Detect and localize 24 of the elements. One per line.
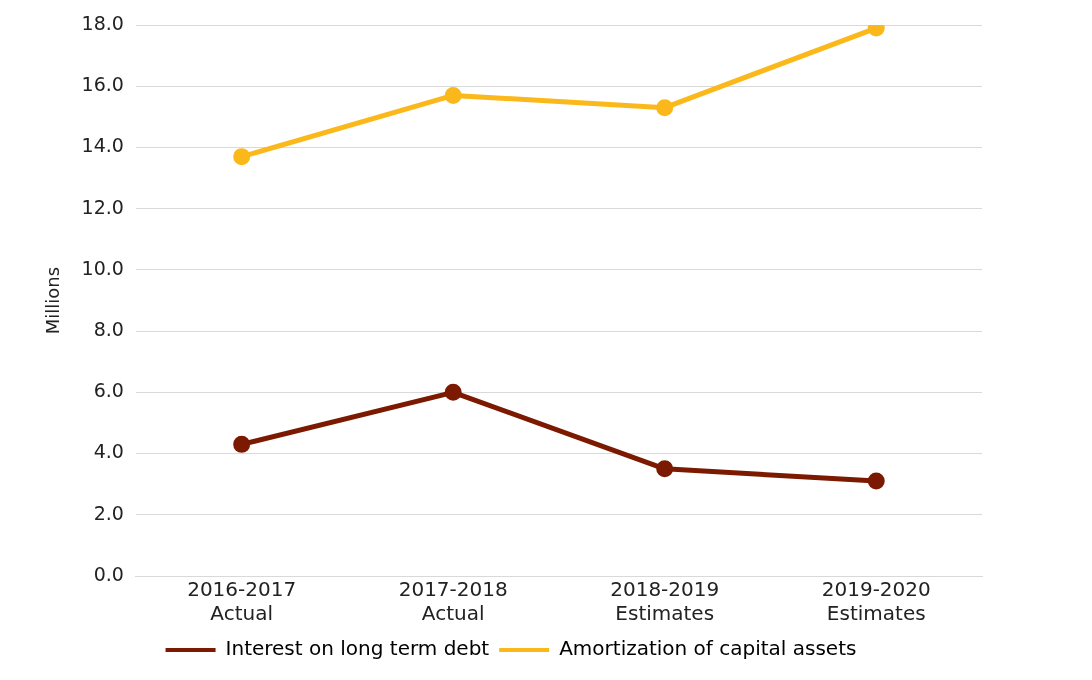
x-tick-label: 2019-2020 Estimates	[821, 577, 931, 626]
point	[444, 383, 462, 401]
y-tick-label: 14.0	[81, 134, 124, 157]
point	[656, 99, 674, 117]
y-tick-label: 6.0	[93, 379, 124, 402]
y-tick-label: 4.0	[93, 440, 124, 463]
point	[233, 435, 251, 453]
y-tick-label: 16.0	[81, 73, 124, 96]
x-tick-label: 2017-2018 Actual	[398, 577, 508, 626]
legend-label: Interest on long term debt	[225, 636, 490, 661]
legend-label: Amortization of capital assets	[559, 636, 857, 661]
point	[656, 460, 674, 478]
y-axis-title: Millions	[42, 266, 64, 335]
y-tick-label: 12.0	[81, 195, 124, 218]
y-tick-label: 8.0	[93, 318, 124, 341]
x-tick-label: 2018-2019 Estimates	[610, 577, 720, 626]
point	[444, 86, 462, 104]
point	[233, 148, 251, 166]
x-tick-label: 2016-2017 Actual	[187, 577, 297, 626]
y-tick-label: 18.0	[81, 11, 124, 34]
y-tick-label: 10.0	[81, 256, 124, 279]
y-tick-label: 2.0	[93, 501, 124, 524]
y-tick-label: 0.0	[93, 562, 124, 585]
point	[867, 472, 885, 490]
